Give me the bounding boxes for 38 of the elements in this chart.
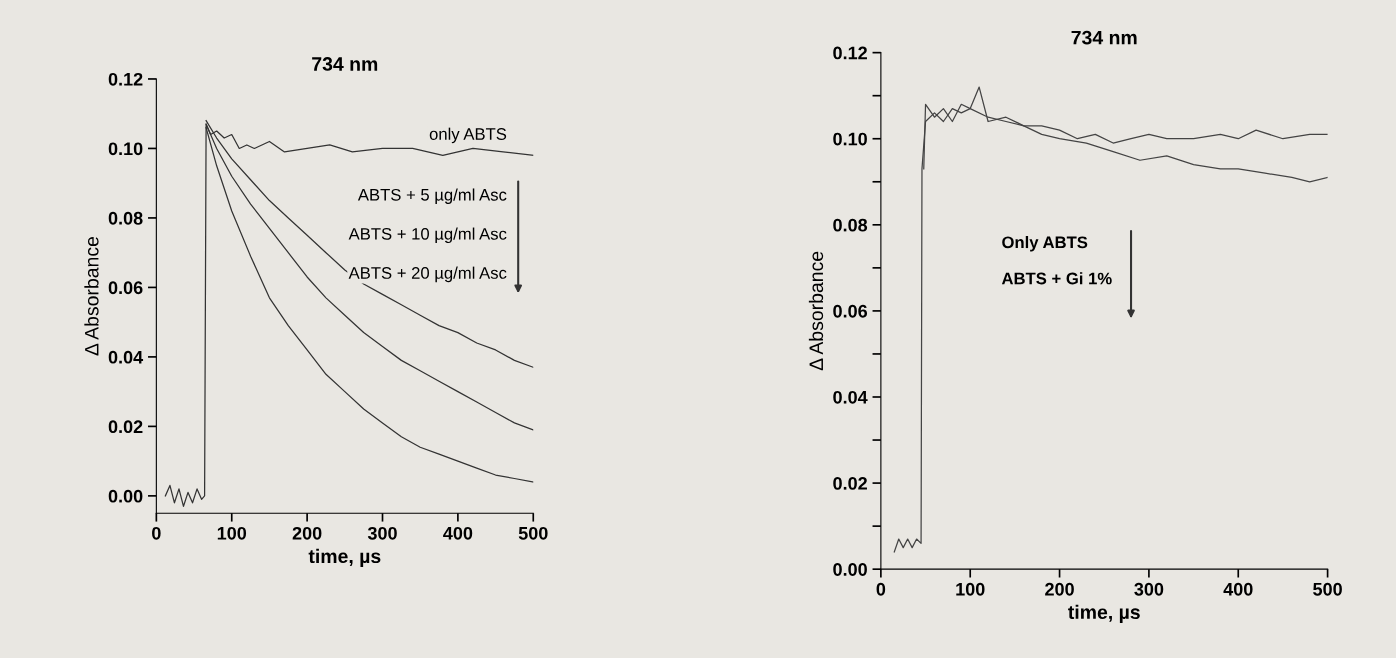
y-tick-label: 0.06 — [108, 281, 143, 295]
chart-title: 734 nm — [1071, 30, 1137, 45]
x-tick-label: 400 — [1223, 582, 1253, 596]
annotation: ABTS + 10 µg/ml Asc — [348, 227, 507, 244]
x-axis-title: time, µs — [308, 548, 381, 567]
y-tick-label: 0.06 — [833, 304, 868, 318]
x-tick-label: 300 — [1134, 582, 1164, 596]
y-tick-label: 0.04 — [833, 390, 868, 404]
annotation: ABTS + Gi 1% — [1001, 272, 1112, 285]
y-tick-label: 0.04 — [108, 350, 144, 364]
annotation: only ABTS — [429, 127, 507, 144]
y-tick-label: 0.10 — [108, 142, 143, 156]
x-axis-title: time, µs — [1068, 604, 1140, 623]
y-tick-label: 0.00 — [108, 489, 143, 503]
x-tick-label: 300 — [367, 526, 397, 540]
x-tick-label: 500 — [1313, 582, 1342, 596]
x-tick-label: 200 — [1045, 582, 1074, 596]
x-tick-label: 400 — [443, 526, 473, 540]
y-axis-title: Δ Absorbance — [808, 251, 824, 371]
x-tick-label: 0 — [876, 582, 886, 596]
annotation: ABTS + 5 µg/ml Asc — [357, 188, 507, 204]
x-tick-label: 100 — [956, 582, 985, 596]
annotation: ABTS + 20 µg/ml Asc — [348, 266, 507, 283]
y-tick-label: 0.00 — [833, 563, 867, 576]
annotation: Only ABTS — [1002, 235, 1088, 252]
y-tick-label: 0.12 — [833, 46, 867, 60]
chart-title: 734 nm — [312, 57, 378, 71]
y-tick-label: 0.12 — [108, 72, 143, 86]
y-tick-label: 0.02 — [108, 420, 143, 434]
y-tick-label: 0.02 — [833, 477, 867, 490]
x-tick-label: 200 — [292, 526, 322, 540]
y-tick-label: 0.08 — [108, 211, 143, 225]
x-tick-label: 0 — [152, 526, 161, 540]
x-tick-label: 500 — [518, 526, 548, 540]
y-tick-label: 0.08 — [833, 218, 868, 232]
y-tick-label: 0.10 — [833, 132, 867, 146]
y-axis-title: Δ Absorbance — [84, 236, 99, 356]
x-tick-label: 100 — [217, 526, 247, 540]
